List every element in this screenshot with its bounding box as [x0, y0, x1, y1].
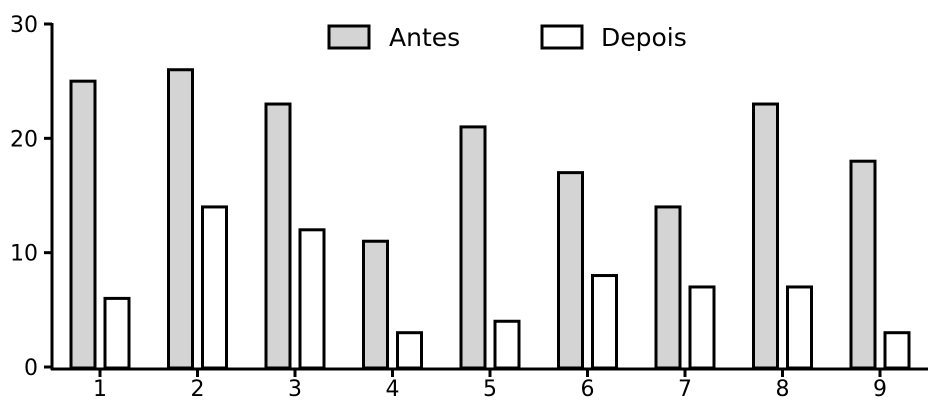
- y-tick-label: 30: [10, 13, 38, 38]
- x-axis: 1 2 3 4 5 6 7 8 9: [51, 367, 928, 402]
- bar-antes-5: [459, 125, 487, 370]
- bar-antes-3: [264, 102, 292, 370]
- bar-depois-1: [103, 296, 131, 370]
- bar-depois-9: [883, 331, 911, 370]
- x-tick-label: 9: [873, 377, 887, 402]
- x-tick-label: 6: [581, 377, 595, 402]
- bar-depois-3: [298, 228, 326, 370]
- bar-antes-7: [654, 205, 682, 370]
- bar-antes-6: [557, 171, 584, 370]
- bar-depois-2: [201, 205, 228, 370]
- y-axis: 0 10 20 30: [10, 13, 54, 381]
- bar-depois-6: [591, 274, 618, 370]
- x-tick-label: 4: [386, 377, 400, 402]
- bar-antes-2: [167, 68, 194, 370]
- legend: Antes Depois: [327, 23, 687, 52]
- bar-antes-1: [69, 79, 97, 370]
- bar-depois-8: [786, 285, 813, 370]
- legend-swatch-depois: [540, 24, 584, 50]
- legend-label-depois: Depois: [601, 23, 687, 52]
- legend-swatch-antes: [327, 24, 371, 50]
- x-tick-label: 1: [93, 377, 107, 402]
- bar-antes-4: [362, 239, 389, 370]
- x-tick-label: 8: [776, 377, 790, 402]
- bar-depois-5: [493, 319, 521, 370]
- x-tick-label: 5: [483, 377, 497, 402]
- y-tick-label: 10: [10, 242, 38, 267]
- bar-antes-8: [752, 102, 779, 370]
- x-tick-label: 2: [191, 377, 205, 402]
- legend-label-antes: Antes: [389, 23, 460, 52]
- bar-depois-7: [688, 285, 716, 370]
- bars-group: [69, 68, 911, 370]
- x-tick-label: 3: [288, 377, 302, 402]
- bar-antes-9: [849, 159, 877, 370]
- y-tick-label: 20: [10, 127, 38, 152]
- bar-depois-4: [396, 331, 423, 370]
- x-tick-label: 7: [678, 377, 692, 402]
- y-tick-label: 0: [24, 356, 38, 381]
